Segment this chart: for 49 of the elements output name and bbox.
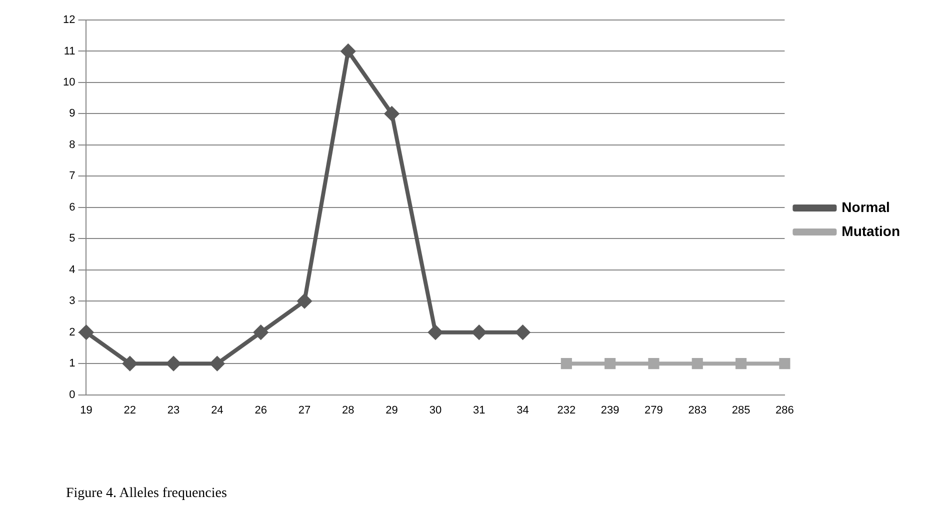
point xyxy=(210,356,224,371)
x-tick-label: 286 xyxy=(776,404,794,416)
x-tick-label: 232 xyxy=(557,404,576,416)
x-tick-label: 23 xyxy=(167,404,180,416)
x-tick-label: 283 xyxy=(688,404,707,416)
x-tick-label: 27 xyxy=(298,404,311,416)
y-tick-label: 10 xyxy=(62,76,76,88)
y-tick-label: 4 xyxy=(69,264,76,276)
x-tick-label: 29 xyxy=(386,404,398,416)
y-tick-label: 1 xyxy=(69,358,76,370)
point xyxy=(516,325,530,340)
point xyxy=(384,106,399,121)
x-tick-label: 26 xyxy=(254,404,267,416)
y-tick-label: 7 xyxy=(69,170,76,182)
x-tick-label: 22 xyxy=(124,404,136,416)
legend-label: Mutation xyxy=(842,222,900,239)
y-tick-label: 11 xyxy=(64,45,76,58)
x-tick-label: 19 xyxy=(80,404,92,416)
point xyxy=(341,44,356,58)
legend-label: Normal xyxy=(842,198,890,215)
caption: Figure 4. Alleles frequencies xyxy=(66,486,227,502)
point xyxy=(560,358,572,370)
x-tick-label: 30 xyxy=(429,404,442,416)
point xyxy=(428,325,442,340)
point xyxy=(692,358,703,370)
y-tick-label: 6 xyxy=(69,201,76,214)
y-tick-label: 2 xyxy=(69,326,76,338)
x-tick-label: 34 xyxy=(516,404,529,416)
point xyxy=(472,325,486,340)
y-tick-label: 12 xyxy=(62,14,76,26)
y-tick-label: 8 xyxy=(69,138,76,151)
point xyxy=(648,358,660,370)
point xyxy=(604,358,616,370)
x-tick-label: 285 xyxy=(732,404,750,416)
x-tick-label: 239 xyxy=(600,404,620,416)
point xyxy=(166,356,181,371)
point xyxy=(779,358,790,370)
point xyxy=(254,325,268,340)
y-tick-label: 5 xyxy=(69,232,76,245)
y-tick-label: 0 xyxy=(69,388,76,401)
x-tick-label: 279 xyxy=(644,404,663,416)
y-tick-label: 3 xyxy=(69,295,76,308)
x-tick-label: 28 xyxy=(342,404,354,416)
point xyxy=(298,294,312,308)
point xyxy=(122,356,137,371)
y-tick-label: 9 xyxy=(69,108,76,120)
x-tick-label: 24 xyxy=(211,404,224,416)
x-tick-label: 31 xyxy=(472,404,486,416)
point xyxy=(735,358,747,370)
